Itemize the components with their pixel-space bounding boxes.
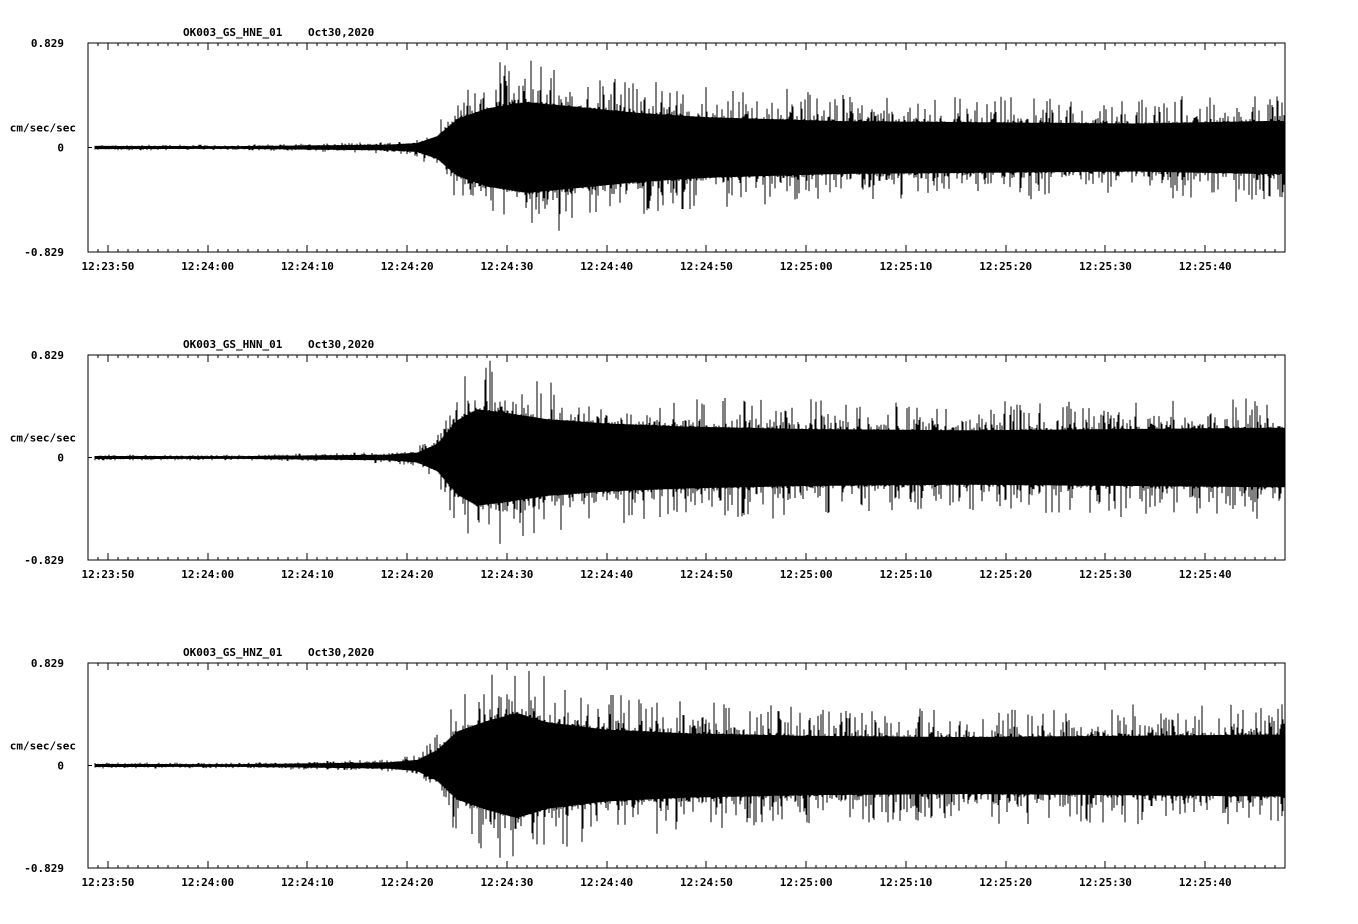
panel-title-date: Oct30,2020 [308,26,374,39]
x-tick-label: 12:25:00 [780,568,833,581]
x-tick-label: 12:25:10 [879,876,932,889]
y-axis-unit-label: cm/sec/sec [10,432,76,445]
x-tick-label: 12:24:20 [381,260,434,273]
x-tick-label: 12:25:30 [1079,876,1132,889]
x-tick-label: 12:24:00 [181,876,234,889]
x-tick-label: 12:24:30 [480,876,533,889]
x-tick-label: 12:24:30 [480,260,533,273]
y-axis-min-label: -0.829 [24,246,64,259]
x-tick-label: 12:25:20 [979,568,1032,581]
y-axis-max-label: 0.829 [31,37,64,50]
waveform-trace [94,671,1285,858]
x-tick-label: 12:25:00 [780,260,833,273]
x-tick-label: 12:23:50 [81,876,134,889]
x-tick-label: 12:24:10 [281,568,334,581]
x-tick-label: 12:24:20 [381,876,434,889]
y-axis-unit-label: cm/sec/sec [10,122,76,135]
x-tick-label: 12:25:40 [1179,260,1232,273]
x-tick-label: 12:24:40 [580,876,633,889]
x-tick-label: 12:25:40 [1179,876,1232,889]
x-tick-label: 12:24:10 [281,260,334,273]
x-tick-label: 12:25:40 [1179,568,1232,581]
x-tick-label: 12:24:20 [381,568,434,581]
x-tick-label: 12:23:50 [81,260,134,273]
y-axis-max-label: 0.829 [31,657,64,670]
x-tick-label: 12:24:40 [580,568,633,581]
y-axis-min-label: -0.829 [24,862,64,875]
seismogram-panel-hne: OK003_GS_HNE_01 Oct30,2020 0.829 cm/sec/sec… [10,26,1286,273]
x-tick-label: 12:25:10 [879,260,932,273]
x-tick-label: 12:25:30 [1079,260,1132,273]
seismogram-panel-hnn: OK003_GS_HNN_01 Oct30,2020 0.829 cm/sec/sec… [10,338,1286,581]
panel-title-date: Oct30,2020 [308,338,374,351]
panel-title-station: OK003_GS_HNE_01 [183,26,283,39]
panel-title-station: OK003_GS_HNN_01 [183,338,283,351]
y-axis-zero-label: 0 [57,760,64,773]
tick-marks [87,43,1286,252]
tick-marks [87,663,1286,868]
panel-title-station: OK003_GS_HNZ_01 [183,646,283,659]
x-tick-label: 12:25:10 [879,568,932,581]
x-tick-label: 12:23:50 [81,568,134,581]
x-tick-label: 12:24:10 [281,876,334,889]
y-axis-max-label: 0.829 [31,349,64,362]
x-tick-label: 12:25:30 [1079,568,1132,581]
tick-marks [87,355,1286,560]
x-tick-label: 12:24:00 [181,260,234,273]
y-axis-min-label: -0.829 [24,554,64,567]
waveform-trace [94,60,1285,231]
waveform-trace [94,360,1285,544]
seismogram-panel-hnz: OK003_GS_HNZ_01 Oct30,2020 0.829 cm/sec/sec… [10,646,1286,889]
panel-title-date: Oct30,2020 [308,646,374,659]
x-tick-label: 12:24:50 [680,876,733,889]
x-tick-label: 12:25:20 [979,876,1032,889]
x-tick-label: 12:25:00 [780,876,833,889]
y-axis-zero-label: 0 [57,452,64,465]
x-tick-label: 12:24:40 [580,260,633,273]
x-tick-label: 12:24:50 [680,568,733,581]
x-tick-label: 12:24:30 [480,568,533,581]
y-axis-zero-label: 0 [57,142,64,155]
x-tick-label: 12:24:50 [680,260,733,273]
y-axis-unit-label: cm/sec/sec [10,740,76,753]
x-tick-label: 12:24:00 [181,568,234,581]
x-tick-label: 12:25:20 [979,260,1032,273]
